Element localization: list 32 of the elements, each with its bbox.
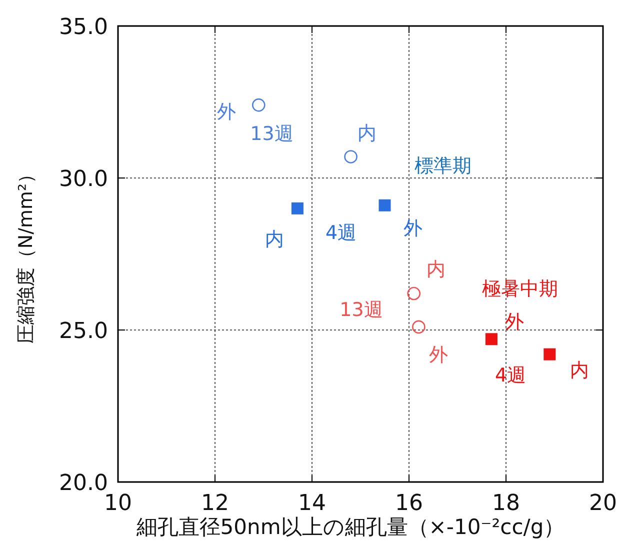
- point: [378, 199, 391, 212]
- series-label: 13週: [250, 122, 294, 145]
- point: [252, 98, 266, 112]
- data-label: 外: [403, 217, 422, 240]
- x-tick-label: 20: [589, 491, 617, 516]
- series-label: 4週: [326, 222, 357, 244]
- x-tick-label: 12: [201, 491, 229, 516]
- data-label: 外: [217, 101, 236, 124]
- series-label: 4週: [495, 364, 526, 387]
- annotation: 標準期: [414, 155, 472, 178]
- point: [412, 320, 426, 334]
- x-axis-title: 細孔直径50nm以上の細孔量（×-10⁻²cc/g）: [135, 515, 565, 539]
- y-tick-label: 35.0: [59, 15, 108, 40]
- x-tick-label: 18: [492, 491, 520, 516]
- data-label: 外: [504, 311, 524, 334]
- x-tick-label: 14: [298, 491, 326, 516]
- data-label: 外: [429, 344, 448, 366]
- y-axis-title: 圧縮強度（N/mm²）: [15, 164, 37, 344]
- series-label: 13週: [340, 299, 383, 322]
- point: [485, 333, 498, 346]
- point: [544, 348, 556, 360]
- point: [291, 202, 304, 214]
- data-label: 内: [264, 228, 284, 250]
- point: [344, 150, 358, 164]
- annotation: 極暑中期: [482, 278, 558, 300]
- y-tick-label: 30.0: [59, 167, 108, 192]
- point: [407, 286, 420, 300]
- y-tick-label: 25.0: [59, 319, 108, 344]
- data-label: 内: [570, 359, 590, 382]
- data-label: 内: [426, 258, 446, 281]
- x-tick-label: 16: [395, 491, 423, 516]
- data-label: 内: [357, 122, 376, 145]
